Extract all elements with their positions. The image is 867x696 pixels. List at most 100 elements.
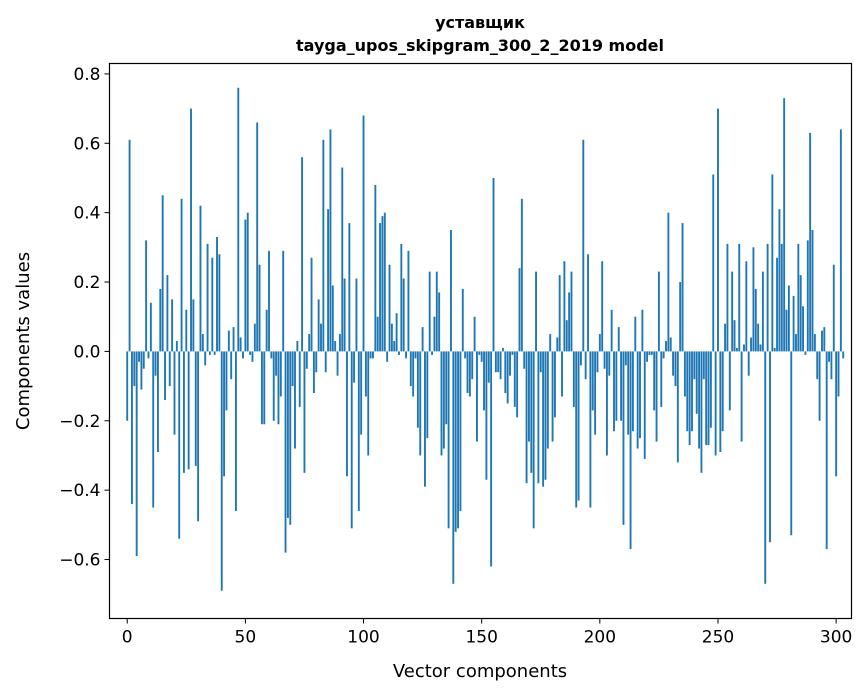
bar-267 [757, 323, 760, 352]
bar-54 [253, 323, 256, 352]
bar-215 [634, 316, 637, 352]
bar-192 [579, 351, 582, 366]
bar-104 [372, 351, 374, 359]
bar-2 [131, 351, 133, 505]
bar-122 [414, 351, 417, 359]
bar-284 [797, 243, 800, 352]
bar-51 [246, 212, 249, 352]
bar-174 [537, 351, 540, 484]
bar-185 [563, 261, 566, 352]
bar-219 [643, 351, 646, 459]
bar-63 [275, 351, 278, 376]
bar-65 [279, 351, 282, 397]
bar-274 [773, 347, 776, 352]
bar-19 [171, 299, 174, 352]
bar-243 [700, 351, 703, 473]
bar-296 [825, 351, 828, 550]
bar-21 [175, 341, 178, 352]
bar-146 [471, 351, 474, 380]
bar-50 [244, 219, 247, 352]
y-tick-label: 0.8 [73, 65, 100, 85]
y-tick-label: −0.2 [59, 412, 100, 432]
bar-280 [787, 285, 790, 352]
bar-291 [813, 334, 816, 352]
bar-113 [393, 341, 396, 352]
bar-218 [641, 309, 644, 352]
bar-147 [473, 316, 476, 352]
bar-289 [809, 132, 812, 352]
bar-153 [487, 351, 490, 383]
bar-14 [159, 288, 162, 352]
bar-221 [648, 351, 651, 355]
bar-301 [837, 351, 840, 397]
bar-290 [811, 230, 814, 352]
bar-214 [631, 351, 634, 432]
plot-frame [108, 62, 853, 620]
bar-170 [528, 351, 530, 442]
bar-105 [374, 184, 377, 352]
bar-15 [161, 195, 164, 352]
bar-37 [213, 351, 216, 355]
bar-158 [499, 351, 502, 380]
bar-261 [743, 344, 745, 352]
bar-220 [646, 351, 649, 362]
bar-6 [140, 351, 143, 390]
bar-0 [126, 351, 129, 421]
bar-8 [145, 240, 148, 352]
bar-26 [187, 351, 190, 470]
bar-42 [225, 351, 228, 411]
bar-254 [726, 243, 729, 352]
bar-298 [830, 351, 833, 380]
bar-179 [549, 334, 552, 352]
bar-73 [298, 351, 301, 407]
bar-256 [731, 271, 734, 352]
bar-288 [806, 240, 809, 352]
bar-138 [452, 351, 455, 584]
bar-249 [714, 351, 717, 456]
bar-188 [570, 271, 573, 352]
bar-102 [367, 351, 370, 456]
bar-246 [707, 351, 710, 446]
bar-4 [135, 351, 138, 557]
bar-286 [802, 306, 804, 352]
y-tick-label: 0.4 [73, 204, 100, 224]
bar-208 [617, 327, 620, 352]
bar-5 [138, 351, 140, 362]
bar-47 [237, 87, 240, 352]
bar-241 [695, 351, 698, 414]
bar-195 [587, 254, 589, 352]
bar-203 [605, 351, 608, 456]
bar-125 [421, 327, 424, 352]
bar-62 [272, 351, 275, 421]
bar-276 [778, 209, 781, 352]
bar-28 [192, 299, 195, 352]
bar-281 [790, 351, 793, 536]
bar-9 [147, 351, 150, 359]
x-axis-ticks: 0 50 100 150 200 250 300 [122, 618, 852, 648]
bar-44 [230, 351, 233, 380]
bar-282 [792, 295, 795, 352]
bar-175 [539, 351, 542, 373]
bar-107 [379, 223, 382, 352]
bar-121 [412, 351, 415, 397]
bar-13 [157, 351, 159, 452]
bar-171 [530, 351, 533, 473]
bar-74 [301, 157, 304, 352]
bar-145 [468, 351, 471, 397]
bar-248 [712, 174, 715, 352]
bar-130 [433, 316, 436, 352]
bar-201 [601, 261, 604, 352]
bar-136 [447, 351, 450, 529]
bar-30 [197, 351, 200, 522]
bar-109 [383, 212, 386, 352]
bar-273 [771, 174, 774, 352]
bar-16 [164, 351, 166, 400]
bar-227 [662, 351, 665, 359]
bar-45 [232, 327, 235, 352]
bar-97 [355, 278, 358, 352]
bar-103 [369, 351, 372, 359]
bar-177 [544, 351, 547, 480]
bar-211 [624, 351, 627, 366]
x-tick-label: 50 [235, 628, 257, 648]
bar-225 [657, 271, 660, 352]
